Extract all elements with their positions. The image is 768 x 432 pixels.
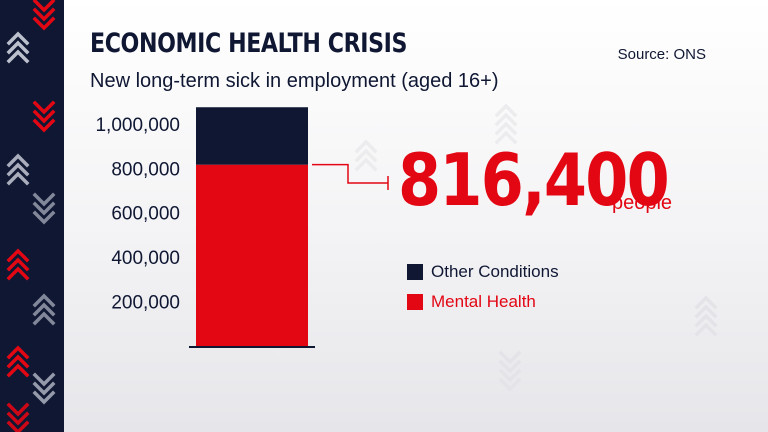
chevron-down-icon xyxy=(32,109,56,124)
chevron-up-icon xyxy=(494,130,518,145)
callout-value: 816,400 xyxy=(398,138,670,222)
chevron-down-icon xyxy=(32,7,56,22)
source-label: Source: ONS xyxy=(617,46,706,63)
chevron-up-icon xyxy=(6,248,30,263)
legend-label-mental-health: Mental Health xyxy=(431,292,536,311)
chevron-down-icon xyxy=(498,377,522,392)
y-tick-label: 200,000 xyxy=(111,293,180,314)
legend-swatch-other-conditions xyxy=(407,264,423,280)
chevron-down-icon xyxy=(498,359,522,374)
legend-swatch-mental-health xyxy=(407,294,423,310)
legend-item-other-conditions: Other Conditions xyxy=(407,257,559,287)
bar-segment-other-conditions xyxy=(196,107,308,165)
chevron-down-icon xyxy=(32,210,56,225)
chevron-up-icon xyxy=(494,112,518,127)
y-tick-label: 600,000 xyxy=(111,204,180,225)
chevron-up-icon xyxy=(6,49,30,64)
chevron-up-icon xyxy=(6,345,30,360)
chevron-up-icon xyxy=(694,295,718,310)
chevron-up-icon xyxy=(6,266,30,281)
chevron-down-icon xyxy=(498,350,522,365)
chevron-up-icon xyxy=(694,304,718,319)
chevron-down-icon xyxy=(6,402,30,417)
chevron-up-icon xyxy=(6,162,30,177)
chevron-up-icon xyxy=(6,354,30,369)
side-stripe xyxy=(0,0,64,432)
chevron-up-icon xyxy=(6,31,30,46)
legend: Other Conditions Mental Health xyxy=(407,257,559,317)
chevron-up-icon xyxy=(354,148,378,163)
chevron-up-icon xyxy=(694,322,718,337)
chevron-up-icon xyxy=(354,139,378,154)
chevron-down-icon xyxy=(32,192,56,207)
chevron-up-icon xyxy=(32,302,56,317)
chevron-down-icon xyxy=(498,368,522,383)
chevron-up-icon xyxy=(6,257,30,272)
chevron-down-icon xyxy=(32,381,56,396)
chevron-down-icon xyxy=(32,390,56,405)
chevron-down-icon xyxy=(32,16,56,31)
chevron-up-icon xyxy=(6,363,30,378)
chevron-down-icon xyxy=(6,420,30,432)
chevron-down-icon xyxy=(32,201,56,216)
legend-item-mental-health: Mental Health xyxy=(407,287,559,317)
y-tick-label: 1,000,000 xyxy=(95,115,180,136)
bar-segment-mental-health xyxy=(196,164,308,346)
chevron-up-icon xyxy=(6,171,30,186)
chevron-up-icon xyxy=(354,157,378,172)
chevron-up-icon xyxy=(6,153,30,168)
legend-label-other-conditions: Other Conditions xyxy=(431,262,559,281)
chevron-up-icon xyxy=(494,121,518,136)
y-tick-label: 400,000 xyxy=(111,248,180,269)
chevron-down-icon xyxy=(6,411,30,426)
callout-connector xyxy=(312,163,388,184)
chevron-up-icon xyxy=(6,40,30,55)
chevron-up-icon xyxy=(494,103,518,118)
chevron-down-icon xyxy=(32,0,56,13)
chevron-up-icon xyxy=(32,311,56,326)
chart-title: ECONOMIC HEALTH CRISIS xyxy=(90,28,407,59)
callout: 816,400 people xyxy=(398,138,712,222)
chevron-down-icon xyxy=(32,372,56,387)
y-tick-label: 800,000 xyxy=(111,159,180,180)
chevron-down-icon xyxy=(32,100,56,115)
chevron-down-icon xyxy=(32,118,56,133)
chevron-up-icon xyxy=(32,293,56,308)
chevron-up-icon xyxy=(694,313,718,328)
chart-subtitle: New long-term sick in employment (aged 1… xyxy=(90,70,499,92)
callout-unit: people xyxy=(612,192,673,214)
